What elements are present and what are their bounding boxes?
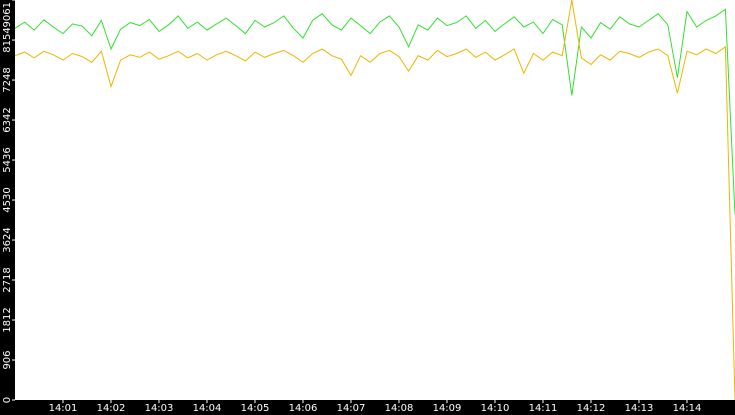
y-tick-label: 8154 — [2, 27, 13, 52]
x-tick-label: 14:06 — [289, 403, 318, 414]
x-tick-label: 14:02 — [97, 403, 126, 414]
x-tick-label: 14:09 — [433, 403, 462, 414]
y-tick-label: 6342 — [2, 107, 13, 132]
x-tick-label: 14:01 — [49, 403, 78, 414]
series-line — [14, 0, 735, 401]
y-tick-label: 9061 — [2, 2, 13, 27]
plot-area — [15, 0, 735, 400]
series-line — [14, 8, 735, 215]
y-tick-label: 4530 — [2, 187, 13, 212]
y-tick-label: 7248 — [2, 67, 13, 92]
x-tick-label: 14:13 — [625, 403, 654, 414]
x-tick-label: 14:07 — [337, 403, 366, 414]
y-tick-label: 5436 — [2, 147, 13, 172]
y-tick-label: 3624 — [2, 227, 13, 252]
x-tick-label: 14:12 — [577, 403, 606, 414]
x-tick-label: 14:11 — [529, 403, 558, 414]
x-tick-label: 14:08 — [385, 403, 414, 414]
x-tick-label: 14:03 — [145, 403, 174, 414]
y-tick-label: 2718 — [2, 267, 13, 292]
x-tick-label: 14:04 — [193, 403, 222, 414]
y-tick-label: 1812 — [2, 307, 13, 332]
x-tick-label: 14:05 — [241, 403, 270, 414]
x-tick-label: 14:14 — [673, 403, 702, 414]
y-tick-label: 0 — [2, 397, 13, 403]
x-tick-label: 14:10 — [481, 403, 510, 414]
y-tick-label: 906 — [2, 350, 13, 369]
